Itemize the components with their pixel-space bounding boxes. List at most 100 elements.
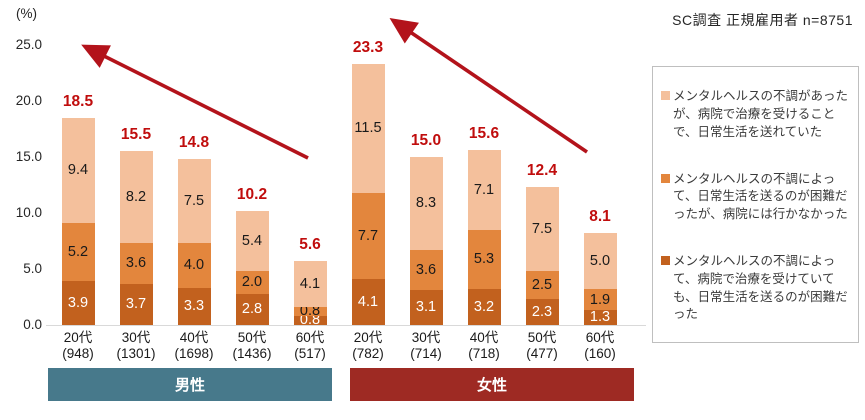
legend-marker-icon	[661, 173, 670, 183]
bar-segment: 5.3	[467, 229, 501, 290]
x-tick-n-label: (1301)	[116, 346, 156, 362]
bar-segment-value: 3.6	[125, 255, 147, 272]
bar-segment-value: 8.2	[125, 189, 147, 206]
bar-segment-value: 5.4	[241, 232, 263, 249]
bar-segment: 3.1	[409, 290, 443, 325]
bar-total-label: 23.3	[352, 39, 384, 57]
x-tick-n-label: (477)	[526, 346, 558, 362]
bar-segment-value: 0.8	[299, 303, 321, 320]
bar-segment-value: 3.1	[415, 299, 437, 316]
bar-total-label: 10.2	[236, 185, 268, 203]
y-axis-tick-label: 25.0	[15, 37, 42, 52]
legend-item-label: メンタルヘルスの不調によって、病院で治療を受けていても、日常生活を送るのが困難だ…	[673, 254, 848, 322]
bar-segment-value: 4.1	[357, 293, 379, 310]
bar-segment-value: 1.3	[589, 309, 611, 326]
bar-segment: 0.8	[293, 312, 327, 329]
y-axis-unit-label: (%)	[16, 6, 37, 21]
legend-item-label: メンタルヘルスの不調によって、日常生活を送るのが困難だったが、病院には行かなかっ…	[673, 171, 848, 222]
bar-segment-value: 3.9	[67, 294, 89, 311]
bar-segment: 3.6	[119, 243, 153, 284]
x-tick-n-label: (1698)	[174, 346, 214, 362]
bar-segment-value: 7.7	[357, 227, 379, 244]
legend-marker-icon	[661, 256, 670, 265]
chart-title: SC調査 正規雇用者 n=8751	[672, 12, 853, 28]
bar-segment-value: 3.6	[415, 261, 437, 278]
group-label-female: 女性	[350, 368, 634, 401]
bar-segment-value: 4.0	[183, 257, 205, 274]
bar-segment-value: 2.0	[241, 274, 263, 291]
y-axis-tick-label: 10.0	[15, 205, 42, 220]
legend-item: メンタルヘルスの不調によって、日常生活を送るのが困難だったが、病院には行かなかっ…	[661, 171, 852, 224]
bar-segment-value: 11.5	[354, 120, 382, 137]
x-tick-n-label: (517)	[294, 346, 326, 362]
group-label-male: 男性	[48, 368, 332, 401]
bar-total-label: 15.6	[468, 125, 500, 143]
bar-segment: 5.2	[61, 223, 95, 282]
legend-item-label: メンタルヘルスの不調があったが、病院で治療を受けることで、日常生活を送れていた	[673, 89, 849, 139]
bar-segment: 4.1	[351, 279, 385, 325]
y-axis-tick-label: 20.0	[15, 93, 42, 108]
y-axis-tick-label: 0.0	[23, 317, 42, 332]
x-tick-label: 50代 (1436)	[221, 330, 283, 363]
bar-segment: 8.3	[409, 157, 443, 250]
y-axis-tick-label: 15.0	[15, 149, 42, 164]
x-axis-baseline	[46, 325, 646, 326]
bar-segment: 3.2	[467, 289, 501, 325]
bar-segment-value: 2.3	[531, 303, 553, 320]
bar-segment: 7.5	[525, 187, 559, 272]
bar-segment: 2.3	[525, 299, 559, 325]
bar-segment: 7.1	[467, 150, 501, 230]
bar-segment: 3.7	[119, 283, 153, 325]
bar-segment: 2.0	[235, 271, 269, 294]
bar-segment-value: 4.1	[299, 275, 321, 292]
x-tick-label: 60代 (517)	[279, 330, 341, 363]
bar-total-label: 5.6	[299, 236, 321, 254]
x-tick-label: 40代 (1698)	[163, 330, 225, 363]
bar-total-label: 15.0	[410, 132, 442, 149]
bar-segment-value: 3.3	[183, 298, 205, 315]
bar-segment: 1.9	[583, 289, 617, 311]
x-tick-label: 20代 (782)	[337, 330, 399, 363]
bar-segment: 7.5	[177, 159, 211, 244]
bar-segment-value: 5.2	[67, 243, 89, 260]
bar-total-label: 15.5	[120, 126, 152, 144]
x-tick-n-label: (948)	[62, 346, 94, 362]
bar-total-label: 14.8	[178, 134, 210, 152]
x-tick-n-label: (718)	[468, 346, 500, 362]
bar-segment: 9.4	[61, 117, 95, 224]
bar-total-label: 18.5	[62, 92, 94, 110]
bar-segment-value: 7.1	[473, 181, 495, 198]
bar-segment-value: 0.8	[299, 312, 321, 329]
x-tick-n-label: (782)	[352, 346, 384, 362]
bar-segment: 2.8	[235, 293, 269, 325]
bar-segment: 4.1	[293, 261, 327, 308]
x-tick-label: 50代 (477)	[511, 330, 573, 363]
bar-segment: 5.4	[235, 210, 269, 272]
bar-segment-value: 2.5	[531, 276, 553, 293]
x-tick-n-label: (160)	[584, 346, 616, 362]
bar-total-label: 12.4	[526, 162, 558, 180]
bar-segment-value: 8.3	[415, 195, 437, 212]
bar-segment-value: 5.3	[473, 251, 495, 268]
bar-total-label: 8.1	[589, 208, 611, 226]
x-tick-label: 30代 (714)	[395, 330, 457, 363]
x-tick-label: 60代 (160)	[569, 330, 631, 363]
x-tick-label: 30代 (1301)	[105, 330, 167, 363]
bar-segment-value: 5.0	[589, 252, 611, 269]
y-axis-tick-label: 5.0	[23, 261, 42, 276]
legend-item: メンタルヘルスの不調があったが、病院で治療を受けることで、日常生活を送れていた	[661, 88, 852, 141]
bar-segment: 3.6	[409, 249, 443, 291]
bar-segment-value: 9.4	[67, 162, 89, 179]
legend-marker-icon	[661, 91, 670, 100]
bar-segment-value: 3.2	[473, 298, 495, 315]
bar-segment: 11.5	[351, 64, 385, 193]
legend-item: メンタルヘルスの不調によって、病院で治療を受けていても、日常生活を送るのが困難だ…	[661, 253, 852, 324]
legend: メンタルヘルスの不調があったが、病院で治療を受けることで、日常生活を送れていたメ…	[652, 66, 859, 343]
bar-segment: 7.7	[351, 192, 385, 280]
bar-segment: 3.9	[61, 281, 95, 325]
bar-segment-value: 7.5	[531, 220, 553, 237]
bar-segment-value: 1.9	[589, 291, 611, 308]
bar-segment-value: 7.5	[183, 192, 205, 209]
bar-segment: 1.3	[583, 309, 617, 326]
